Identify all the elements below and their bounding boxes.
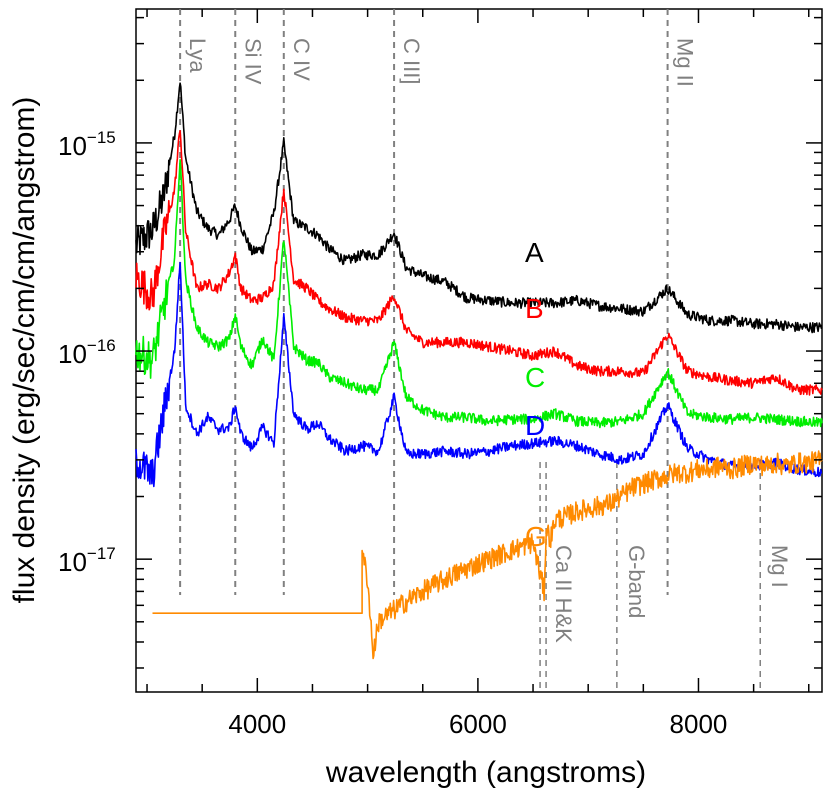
series-line-d xyxy=(135,261,823,488)
series-line-a xyxy=(135,82,823,334)
y-axis-title: flux density (erg/sec/cm/cm/angstrom) xyxy=(8,97,41,604)
ticks-layer xyxy=(136,9,822,692)
series-label-a: A xyxy=(525,237,544,268)
x-tick-label: 8000 xyxy=(670,709,728,739)
x-tick-label: 4000 xyxy=(228,709,286,739)
emission-label-lya: Lya xyxy=(185,38,210,73)
series-label-c: C xyxy=(525,362,545,393)
labels-layer: Lya Si IV C IV C III] Mg II Ca II H&K G-band Mg… xyxy=(58,38,792,739)
y-tick-exponent: −15 xyxy=(87,128,116,147)
y-tick-exponent: −17 xyxy=(87,544,116,563)
series-label-d: D xyxy=(525,410,545,441)
x-tick-label: 6000 xyxy=(449,709,507,739)
series-label-g: G xyxy=(525,521,547,552)
series-line-g xyxy=(152,450,823,660)
absorption-label-ca-ii-h-k: Ca II H&K xyxy=(551,545,576,643)
absorption-label-mg-i: Mg I xyxy=(767,545,792,588)
y-tick-exponent: −16 xyxy=(87,336,116,355)
emission-label-c-iv: C IV xyxy=(289,38,314,81)
plot-frame xyxy=(135,8,823,693)
absorption-label-g-band: G-band xyxy=(624,545,649,618)
y-tick-label: 10−15 xyxy=(58,128,116,161)
emission-label-mg-ii: Mg II xyxy=(673,38,698,87)
series-layer xyxy=(135,82,823,660)
series-label-b: B xyxy=(525,293,544,324)
x-axis-title: wavelength (angstroms) xyxy=(325,756,646,789)
series-line-c xyxy=(135,159,823,429)
emission-label-c-iii: C III] xyxy=(399,38,424,84)
series-line-b xyxy=(135,130,823,396)
emission-label-si-iv: Si IV xyxy=(240,38,265,85)
y-tick-label: 10−17 xyxy=(58,544,116,577)
y-tick-label: 10−16 xyxy=(58,336,116,369)
